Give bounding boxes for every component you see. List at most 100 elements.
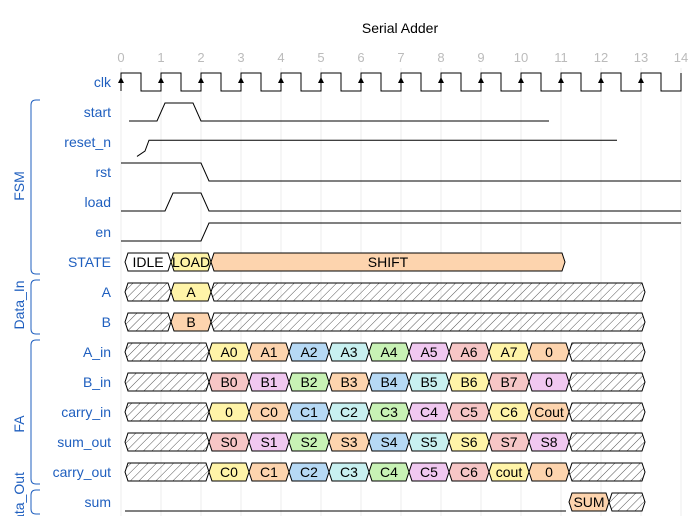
signal-label: reset_n	[64, 134, 111, 150]
bus-value: S3	[340, 434, 357, 450]
clock-edge-arrow	[558, 77, 564, 83]
tick-label: 13	[634, 50, 648, 65]
bus-value: S1	[260, 434, 277, 450]
bus-value: B1	[260, 374, 277, 390]
diagram-title: Serial Adder	[362, 20, 439, 36]
bus-value: C5	[460, 404, 478, 420]
bus-value: S8	[540, 434, 557, 450]
bus-segment	[210, 252, 566, 272]
clock-edge-arrow	[118, 77, 124, 83]
tick-label: 1	[157, 50, 164, 65]
bus-wave: IDLE LOAD SHIFT	[124, 252, 566, 272]
bus-segment	[568, 372, 646, 392]
signal-label: load	[85, 194, 111, 210]
group-label: Data_In	[11, 280, 27, 329]
clock-edge-arrow	[358, 77, 364, 83]
bus-wave: 0 C0 C1 C2 C3 C4 C5 C6 Cout	[124, 402, 646, 422]
bus-value: A3	[340, 344, 357, 360]
tick-label: 7	[397, 50, 404, 65]
bit-wave	[121, 192, 681, 212]
signal-label: STATE	[68, 254, 111, 270]
clock-edge-arrow	[518, 77, 524, 83]
bus-value: C6	[460, 464, 478, 480]
bus-segment	[124, 282, 172, 302]
signal-label: carry_in	[61, 404, 111, 420]
tick-label: 9	[477, 50, 484, 65]
bus-value: C4	[420, 404, 438, 420]
bus-value: B3	[340, 374, 357, 390]
bus-value: B0	[220, 374, 237, 390]
tick-label: 8	[437, 50, 444, 65]
bus-wave: B	[124, 312, 646, 332]
signal-label: B_in	[83, 374, 111, 390]
tick-label: 3	[237, 50, 244, 65]
bus-value: C0	[260, 404, 278, 420]
bus-value: Cout	[534, 404, 564, 420]
bus-value: S7	[500, 434, 517, 450]
signal-label: B	[102, 314, 111, 330]
bus-segment	[124, 372, 210, 392]
group-label: FSM	[11, 171, 27, 201]
bus-value: C2	[340, 404, 358, 420]
bus-value: B6	[460, 374, 477, 390]
bus-value: A7	[500, 344, 517, 360]
bus-value: B2	[300, 374, 317, 390]
bus-wave: A	[124, 282, 646, 302]
clock-edge-arrow	[318, 77, 324, 83]
bit-wave	[136, 139, 617, 157]
bus-value: B5	[420, 374, 437, 390]
group-bracket	[30, 99, 40, 275]
signal-label: A	[102, 284, 112, 300]
bus-value: 0	[545, 464, 553, 480]
bus-value: S6	[460, 434, 477, 450]
clock-edge-arrow	[278, 77, 284, 83]
bus-value: SUM	[573, 494, 604, 510]
signal-label: rst	[95, 164, 111, 180]
bus-segment	[124, 432, 210, 452]
bus-segment	[210, 282, 646, 302]
signal-label: clk	[94, 74, 112, 90]
bus-value: S0	[220, 434, 237, 450]
bus-value: SHIFT	[368, 254, 409, 270]
bus-value: A4	[380, 344, 397, 360]
bus-wave: B0 B1 B2 B3 B4 B5 B6 B7 0	[124, 372, 646, 392]
bus-value: A5	[420, 344, 437, 360]
bit-wave	[121, 162, 681, 182]
bus-value: A1	[260, 344, 277, 360]
clock-edge-arrow	[638, 77, 644, 83]
group-label: FA	[11, 415, 27, 433]
group-bracket	[30, 279, 40, 335]
tick-label: 4	[277, 50, 284, 65]
signal-label: sum_out	[57, 434, 111, 450]
clk-wave	[118, 72, 682, 92]
bus-segment	[210, 312, 646, 332]
tick-label: 10	[514, 50, 528, 65]
clock-edge-arrow	[158, 77, 164, 83]
tick-label: 6	[357, 50, 364, 65]
bit-wave	[129, 102, 549, 122]
group-bracket	[30, 489, 40, 515]
tick-label: 14	[674, 50, 688, 65]
bus-value: C6	[500, 404, 518, 420]
signal-label: carry_out	[53, 464, 111, 480]
bus-value: A6	[460, 344, 477, 360]
bus-value: B7	[500, 374, 517, 390]
signal-label: start	[84, 104, 111, 120]
bus-segment	[608, 492, 646, 512]
bus-value: C5	[420, 464, 438, 480]
bus-value: S2	[300, 434, 317, 450]
bus-segment	[568, 342, 646, 362]
bus-value: 0	[545, 344, 553, 360]
bus-wave: A0 A1 A2 A3 A4 A5 A6 A7 0	[124, 342, 646, 362]
tick-label: 5	[317, 50, 324, 65]
tick-label: 11	[554, 50, 568, 65]
signal-groups: FSM Data_In FA ata_Out	[11, 99, 40, 516]
bus-value: cout	[496, 464, 523, 480]
bus-value: S4	[380, 434, 397, 450]
bus-segment	[568, 432, 646, 452]
bus-value: A	[186, 284, 196, 300]
bus-segment	[124, 462, 210, 482]
bus-segment	[568, 402, 646, 422]
clock-edge-arrow	[198, 77, 204, 83]
